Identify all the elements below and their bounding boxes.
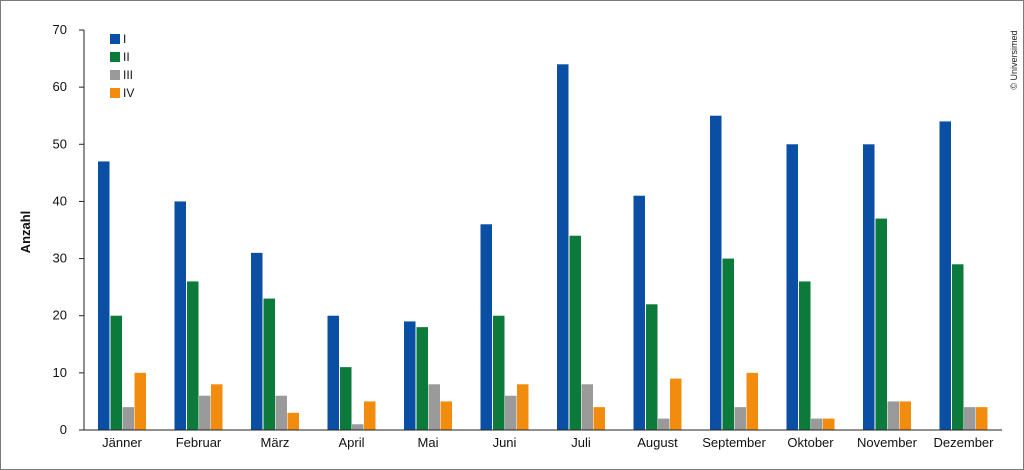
bar-I-9: [786, 144, 798, 431]
bar-III-10: [887, 401, 899, 430]
bar-I-6: [557, 64, 569, 431]
x-category-label: Dezember: [934, 435, 995, 450]
y-tick-label: 0: [60, 422, 67, 437]
bar-IV-10: [899, 401, 911, 430]
legend-label-IV: IV: [123, 86, 134, 100]
y-tick-label: 40: [53, 193, 67, 208]
bar-III-6: [581, 384, 593, 430]
bar-III-0: [122, 407, 134, 430]
bar-I-0: [98, 161, 110, 430]
y-axis-label: Anzahl: [18, 211, 33, 254]
y-tick-label: 50: [53, 136, 67, 151]
legend-swatch-I: [110, 34, 120, 44]
bar-III-7: [658, 418, 670, 430]
bar-III-8: [734, 407, 746, 430]
y-tick-label: 60: [53, 79, 67, 94]
x-category-label: Oktober: [787, 435, 834, 450]
bar-II-2: [263, 298, 275, 430]
axes-group: [79, 29, 1002, 431]
bar-I-8: [710, 115, 722, 430]
legend-label-I: I: [123, 32, 126, 46]
bar-IV-6: [593, 407, 605, 430]
bar-III-1: [199, 395, 211, 430]
bar-IV-2: [287, 412, 299, 430]
bar-IV-3: [364, 401, 376, 430]
y-tick-labels: 0 10 20 30 40 50 60 70: [53, 22, 67, 437]
bar-II-0: [110, 315, 122, 430]
bar-II-4: [416, 327, 428, 430]
bar-I-5: [480, 224, 492, 430]
bar-IV-7: [670, 378, 682, 430]
y-tick-label: 30: [53, 251, 67, 266]
legend-label-III: III: [123, 68, 133, 82]
legend-swatch-II: [110, 52, 120, 62]
bar-IV-5: [517, 384, 529, 430]
y-tick-label: 70: [53, 22, 67, 37]
x-category-label: November: [857, 435, 918, 450]
bars-group: [98, 64, 988, 431]
x-category-label: April: [338, 435, 364, 450]
bar-II-1: [187, 281, 199, 430]
x-category-label: Juni: [493, 435, 517, 450]
x-category-label: Februar: [176, 435, 222, 450]
bar-II-7: [646, 304, 658, 430]
bar-III-5: [505, 395, 517, 430]
copyright-text: © Universimed: [1009, 30, 1019, 89]
x-category-label: Mai: [418, 435, 439, 450]
x-category-label: August: [637, 435, 678, 450]
bar-II-5: [493, 315, 505, 430]
y-tick-label: 20: [53, 308, 67, 323]
x-category-label: September: [702, 435, 766, 450]
legend-swatch-IV: [110, 88, 120, 98]
x-category-labels: Jänner Februar März April Mai Juni Juli August S…: [102, 435, 994, 450]
bar-IV-0: [134, 372, 146, 430]
bar-I-1: [174, 201, 186, 430]
bar-III-2: [275, 395, 287, 430]
x-category-label: Juli: [571, 435, 591, 450]
bar-IV-11: [976, 407, 988, 430]
bar-III-4: [428, 384, 440, 430]
x-category-label: März: [261, 435, 290, 450]
bar-I-3: [327, 315, 339, 430]
bar-IV-9: [823, 418, 835, 430]
bar-II-6: [569, 235, 581, 430]
legend-label-II: II: [123, 50, 130, 64]
bar-II-3: [340, 367, 352, 430]
bar-II-9: [799, 281, 811, 430]
bar-IV-1: [211, 384, 223, 430]
y-tick-label: 10: [53, 365, 67, 380]
bar-I-11: [939, 121, 951, 430]
bar-II-10: [875, 218, 887, 430]
bar-I-2: [251, 252, 263, 430]
bar-II-8: [722, 258, 734, 430]
bar-II-11: [952, 264, 964, 430]
bar-I-10: [863, 144, 875, 431]
bar-III-9: [811, 418, 823, 430]
bar-IV-8: [746, 372, 758, 430]
bar-III-11: [964, 407, 976, 430]
bar-I-4: [404, 321, 416, 430]
legend-swatch-III: [110, 70, 120, 80]
x-category-label: Jänner: [102, 435, 142, 450]
bar-III-3: [352, 424, 364, 430]
bar-IV-4: [440, 401, 452, 430]
bar-I-7: [633, 195, 645, 430]
